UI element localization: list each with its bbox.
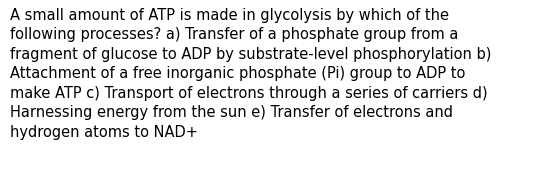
Text: A small amount of ATP is made in glycolysis by which of the
following processes?: A small amount of ATP is made in glycoly… [10, 8, 492, 140]
